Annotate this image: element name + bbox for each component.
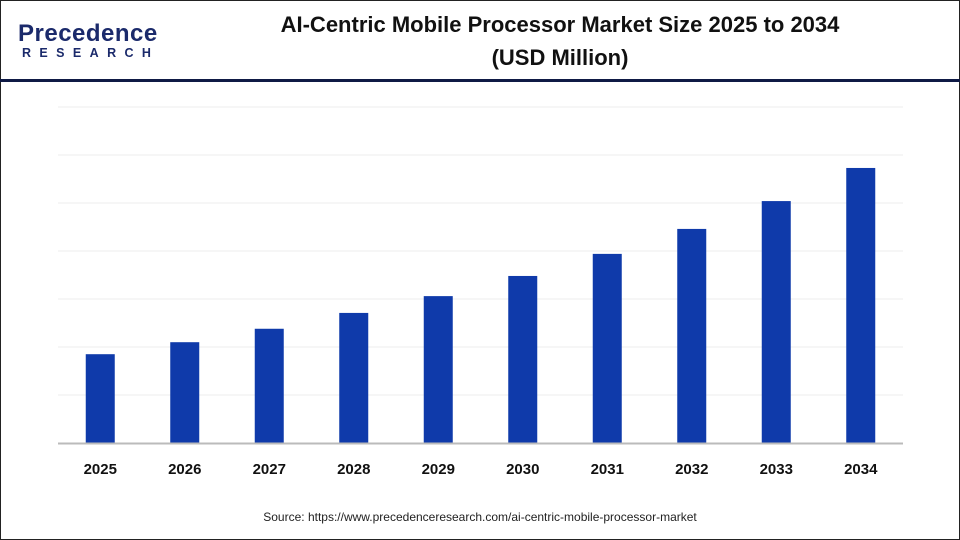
x-tick-label: 2025 bbox=[84, 461, 117, 478]
source-note: Source: https://www.precedenceresearch.c… bbox=[263, 510, 697, 524]
bar-2028 bbox=[339, 312, 369, 443]
bar-2031 bbox=[592, 253, 622, 443]
bar-2030 bbox=[508, 275, 538, 443]
bar-2025 bbox=[85, 354, 115, 443]
x-tick-label: 2030 bbox=[506, 461, 539, 478]
bar-2026 bbox=[170, 342, 200, 443]
header-divider bbox=[0, 79, 960, 82]
x-tick-label: 2031 bbox=[591, 461, 624, 478]
bar-2027 bbox=[254, 328, 284, 443]
title-line-2: (USD Million) bbox=[491, 45, 629, 70]
logo-subtitle: RESEARCH bbox=[22, 46, 160, 60]
x-tick-label: 2033 bbox=[760, 461, 793, 478]
x-tick-label: 2032 bbox=[675, 461, 708, 478]
chart-title: AI-Centric Mobile Processor Market Size … bbox=[210, 8, 910, 74]
bar-2034 bbox=[846, 167, 876, 443]
x-tick-label: 2029 bbox=[422, 461, 455, 478]
x-tick-label: 2034 bbox=[844, 461, 878, 478]
logo-wordmark: Precedence bbox=[18, 20, 158, 47]
x-tick-label: 2026 bbox=[168, 461, 201, 478]
precedence-research-logo: Precedence RESEARCH bbox=[18, 20, 168, 64]
title-line-1: AI-Centric Mobile Processor Market Size … bbox=[280, 12, 840, 37]
x-tick-label: 2027 bbox=[253, 461, 286, 478]
x-tick-label: 2028 bbox=[337, 461, 370, 478]
bar-2032 bbox=[677, 228, 707, 443]
bar-2029 bbox=[423, 296, 453, 443]
bar-2033 bbox=[761, 201, 791, 443]
